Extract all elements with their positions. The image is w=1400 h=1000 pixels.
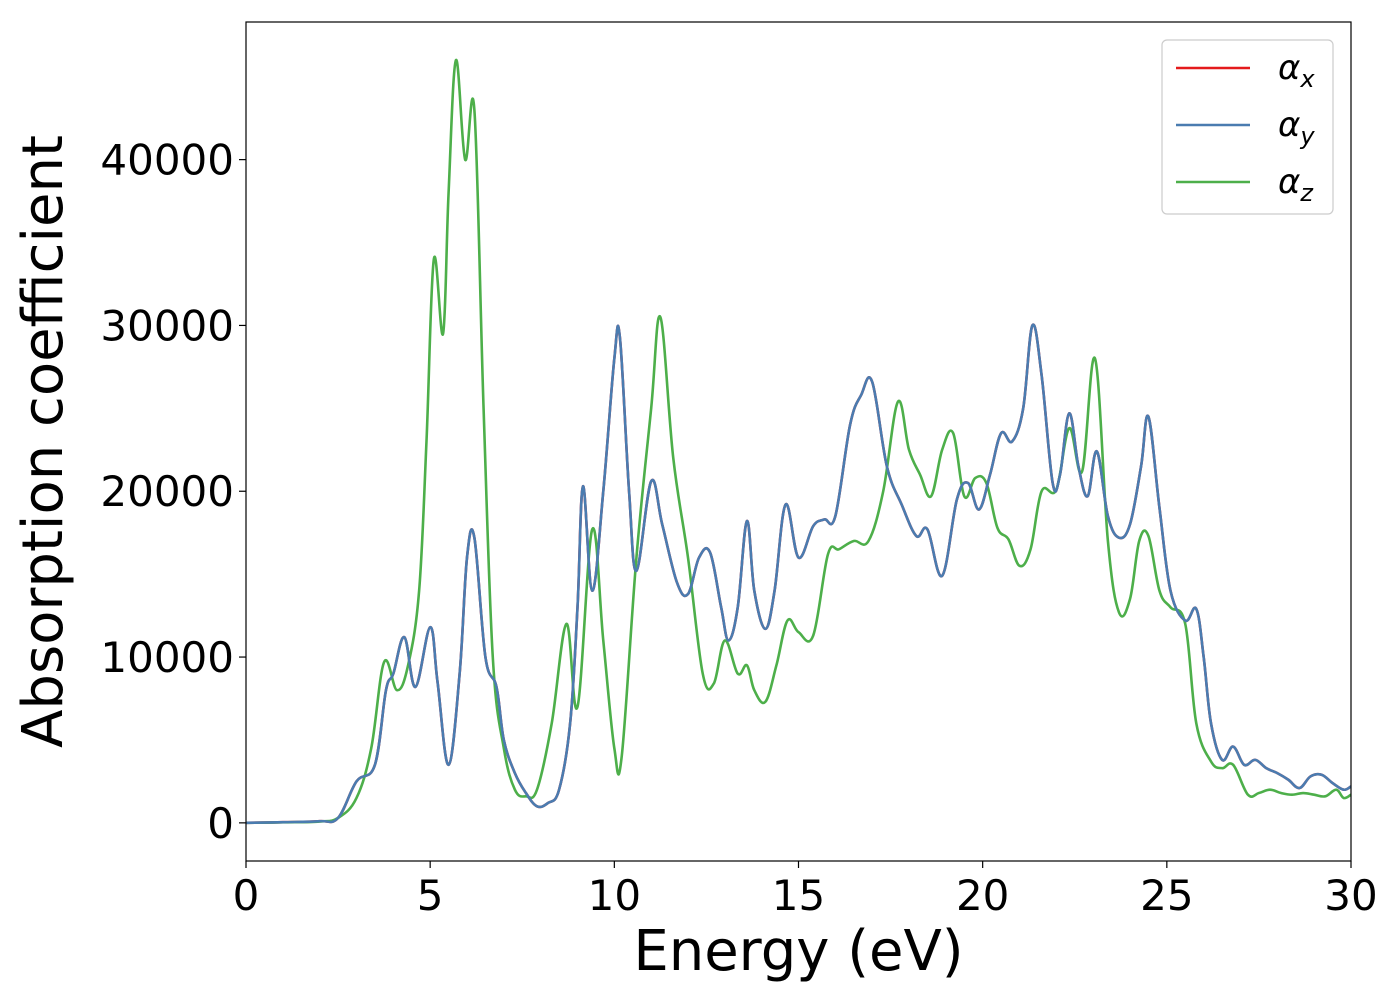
legend-subscript: x [1299, 65, 1315, 93]
x-tick-label: 25 [1140, 871, 1193, 920]
y-axis-ticks: 0 10000 20000 30000 40000 [100, 136, 246, 848]
plot-lines [246, 58, 1351, 825]
y-tick-label: 30000 [100, 301, 234, 350]
y-axis-label: Absorption coefficient [11, 135, 76, 748]
legend-frame [1161, 39, 1334, 215]
legend-subscript: z [1299, 179, 1314, 207]
x-axis-ticks: 0 5 10 15 20 25 30 [233, 861, 1378, 920]
x-tick-label: 5 [417, 871, 444, 920]
y-tick-label: 10000 [100, 633, 234, 682]
legend-symbol: α [1278, 162, 1300, 202]
legend-entry-x: αx [1278, 48, 1315, 93]
y-tick-label: 0 [207, 799, 234, 848]
y-tick-label: 40000 [100, 136, 234, 185]
series-line-z [246, 58, 1351, 825]
x-tick-label: 20 [956, 871, 1009, 920]
legend-symbol: α [1278, 105, 1300, 145]
x-tick-label: 30 [1324, 871, 1377, 920]
x-tick-label: 10 [588, 871, 641, 920]
series-line-y [246, 323, 1351, 825]
x-axis-label: Energy (eV) [633, 919, 963, 984]
legend-symbol: α [1278, 48, 1300, 88]
legend-entry-z: αz [1278, 162, 1314, 207]
y-tick-label: 20000 [100, 467, 234, 516]
x-tick-label: 15 [772, 871, 825, 920]
legend-entry-y: αy [1278, 105, 1315, 150]
x-tick-label: 0 [233, 871, 260, 920]
legend-subscript: y [1299, 122, 1315, 150]
